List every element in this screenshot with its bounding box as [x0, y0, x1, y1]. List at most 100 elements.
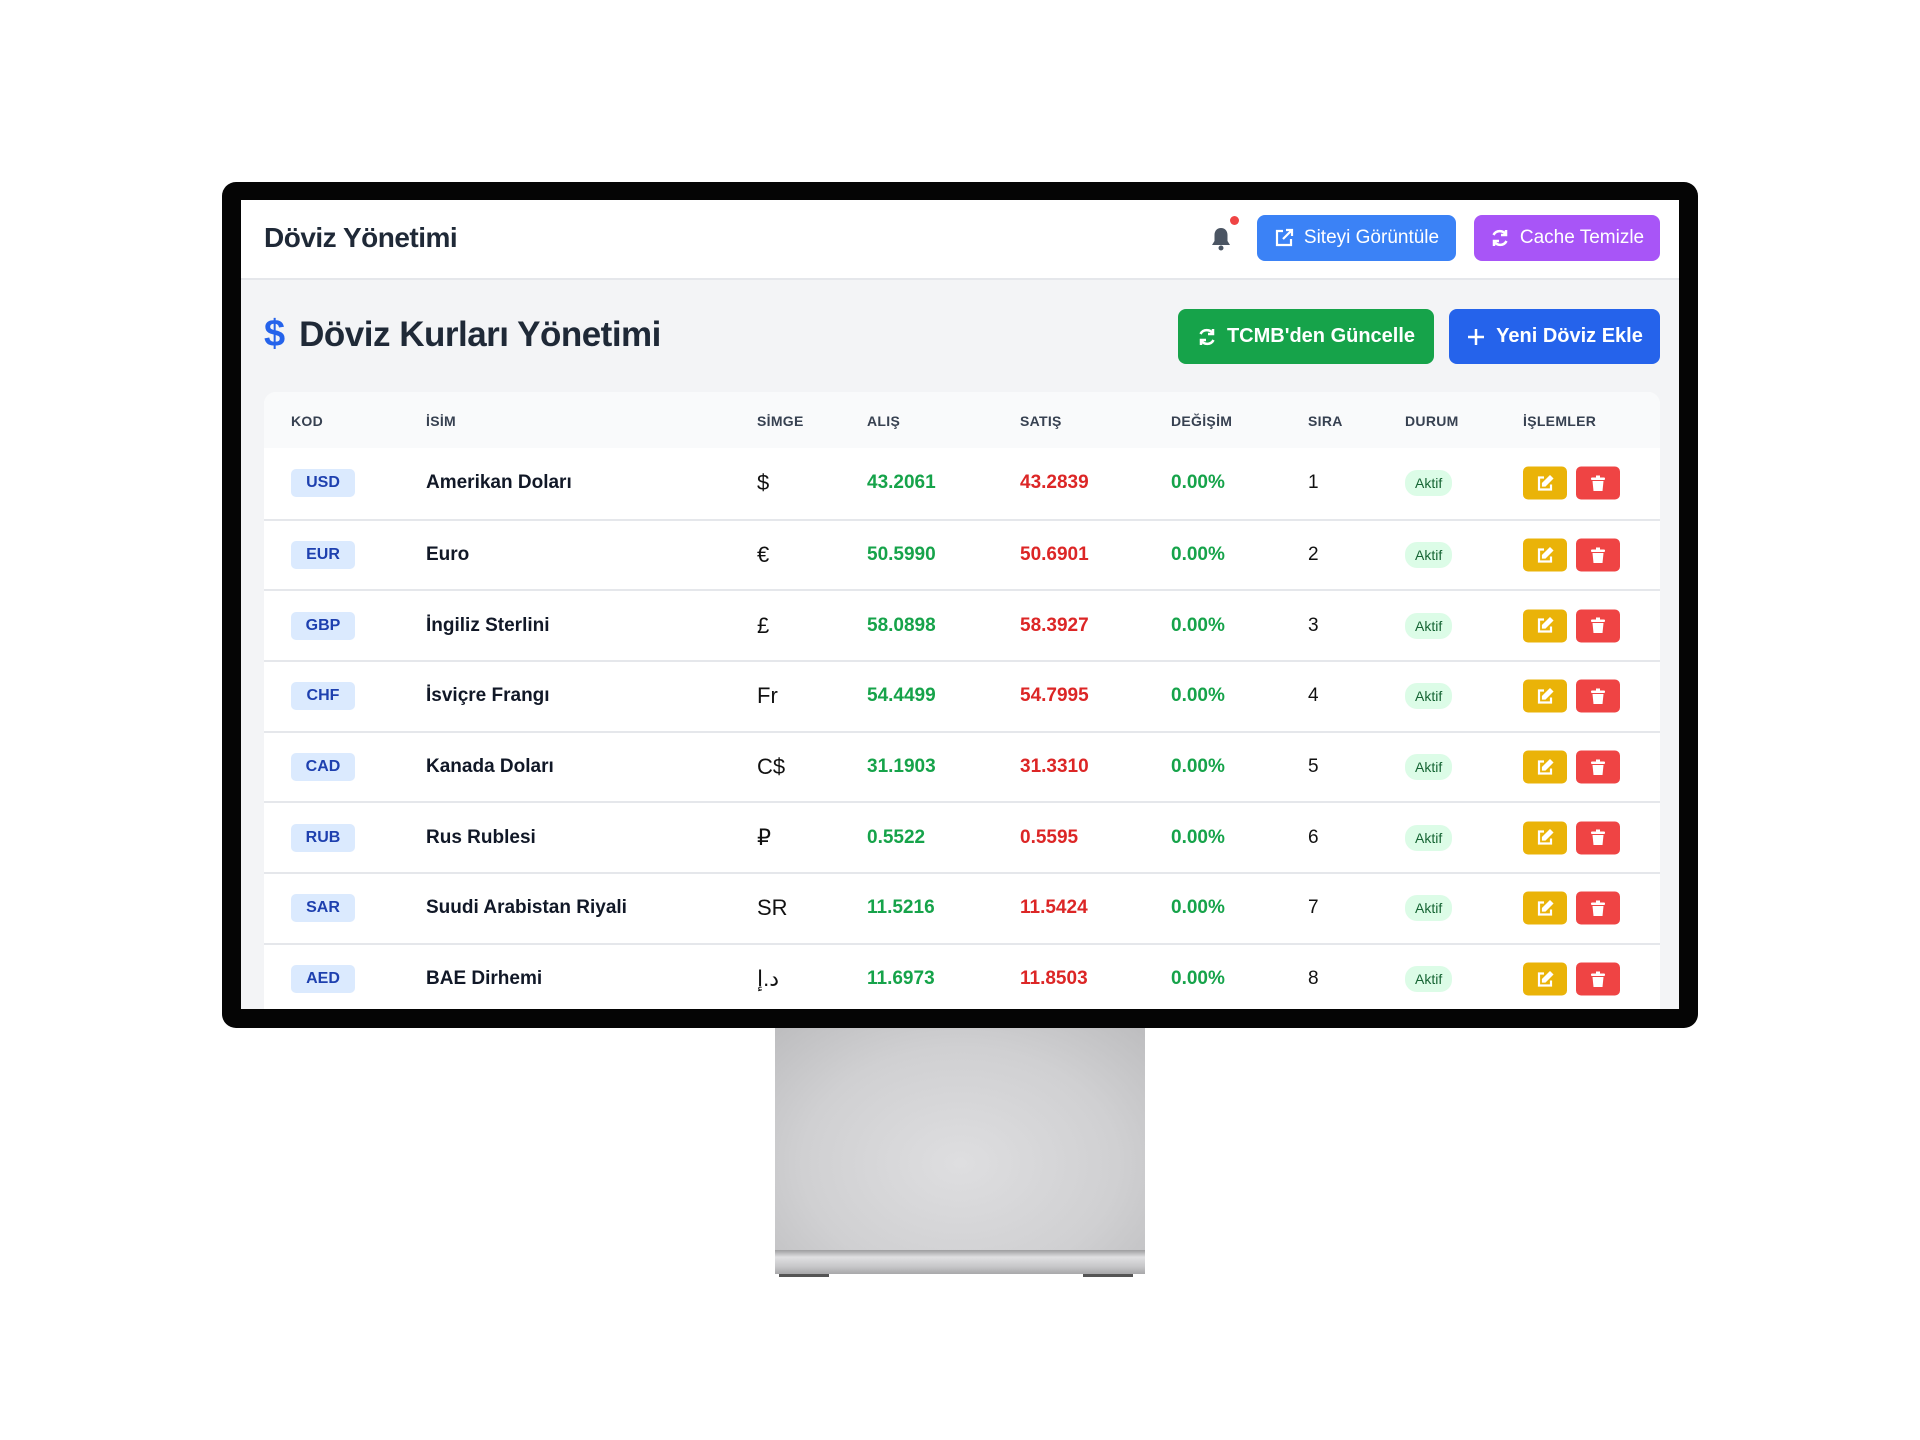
column-header-status[interactable]: DURUM: [1405, 413, 1459, 429]
column-header-symbol[interactable]: SİMGE: [757, 413, 804, 429]
edit-button[interactable]: [1523, 466, 1567, 500]
delete-button[interactable]: [1576, 609, 1620, 643]
currency-code-badge: AED: [291, 965, 355, 994]
table-row: CAD Kanada Doları C$ 31.1903 31.3310 0.0…: [264, 730, 1660, 802]
edit-button[interactable]: [1523, 750, 1567, 784]
edit-icon: [1537, 474, 1554, 491]
status-badge: Aktif: [1405, 895, 1453, 922]
buy-rate: 54.4499: [867, 685, 936, 707]
trash-icon: [1591, 971, 1605, 987]
order-number: 2: [1308, 544, 1319, 566]
column-header-code[interactable]: KOD: [291, 413, 324, 429]
column-header-change[interactable]: DEĞİŞİM: [1171, 413, 1233, 429]
currency-code-badge: CAD: [291, 753, 355, 782]
currency-name: Euro: [426, 544, 470, 566]
trash-icon: [1591, 617, 1605, 634]
trash-icon: [1591, 759, 1605, 775]
sell-rate: 31.3310: [1020, 756, 1089, 778]
table-row: SAR Suudi Arabistan Riyali SR 11.5216 11…: [264, 872, 1660, 943]
sell-rate: 0.5595: [1020, 826, 1079, 848]
dollar-icon: $: [264, 313, 286, 355]
status-badge: Aktif: [1405, 824, 1453, 851]
buy-rate: 0.5522: [867, 826, 926, 848]
currency-code-badge: GBP: [291, 611, 355, 640]
delete-button[interactable]: [1576, 538, 1620, 572]
currency-symbol: ₽: [757, 824, 771, 850]
delete-button[interactable]: [1576, 891, 1620, 925]
plus-icon: [1468, 328, 1485, 345]
table-body: USD Amerikan Doları $ 43.2061 43.2839 0.…: [264, 448, 1660, 1009]
currency-table: KOD İSİM SİMGE ALIŞ SATIŞ DEĞİŞİM SIRA D…: [264, 392, 1660, 1009]
currency-symbol: C$: [757, 754, 786, 780]
delete-button[interactable]: [1576, 750, 1620, 784]
sell-rate: 54.7995: [1020, 685, 1089, 707]
refresh-icon: [1199, 328, 1215, 345]
currency-code-badge: USD: [291, 469, 355, 498]
currency-name: İsviçre Frangı: [426, 685, 550, 707]
edit-button[interactable]: [1523, 891, 1567, 925]
table-row: USD Amerikan Doları $ 43.2061 43.2839 0.…: [264, 448, 1660, 519]
screen: Döviz Yönetimi Siteyi Görüntüle Cache Te…: [241, 200, 1679, 1009]
currency-symbol: د.إ: [757, 966, 780, 992]
currency-name: Suudi Arabistan Riyali: [426, 897, 627, 919]
add-currency-label: Yeni Döviz Ekle: [1496, 325, 1643, 347]
currency-name: Kanada Doları: [426, 756, 554, 778]
column-header-sell[interactable]: SATIŞ: [1020, 413, 1062, 429]
delete-button[interactable]: [1576, 962, 1620, 996]
delete-button[interactable]: [1576, 466, 1620, 500]
edit-icon: [1537, 829, 1554, 845]
table-row: EUR Euro € 50.5990 50.6901 0.00% 2 Aktif: [264, 518, 1660, 590]
column-header-name[interactable]: İSİM: [426, 413, 456, 429]
delete-button[interactable]: [1576, 821, 1620, 855]
currency-code-badge: RUB: [291, 823, 355, 852]
add-currency-button[interactable]: Yeni Döviz Ekle: [1449, 309, 1660, 364]
currency-name: BAE Dirhemi: [426, 968, 543, 990]
sell-rate: 11.8503: [1020, 968, 1088, 990]
table-row: GBP İngiliz Sterlini £ 58.0898 58.3927 0…: [264, 589, 1660, 660]
status-badge: Aktif: [1405, 612, 1453, 639]
bell-icon[interactable]: [1210, 226, 1232, 252]
edit-button[interactable]: [1523, 609, 1567, 643]
change-percent: 0.00%: [1171, 472, 1225, 494]
clear-cache-button[interactable]: Cache Temizle: [1474, 215, 1660, 261]
view-site-button[interactable]: Siteyi Görüntüle: [1257, 215, 1456, 261]
edit-button[interactable]: [1523, 962, 1567, 996]
table-row: CHF İsviçre Frangı Fr 54.4499 54.7995 0.…: [264, 660, 1660, 731]
currency-name: İngiliz Sterlini: [426, 614, 550, 636]
delete-button[interactable]: [1576, 679, 1620, 713]
buy-rate: 11.5216: [867, 897, 935, 919]
edit-icon: [1537, 758, 1554, 775]
currency-code-badge: SAR: [291, 894, 355, 923]
change-percent: 0.00%: [1171, 614, 1225, 636]
edit-button[interactable]: [1523, 821, 1567, 855]
tcmb-update-button[interactable]: TCMB'den Güncelle: [1178, 309, 1434, 364]
change-percent: 0.00%: [1171, 826, 1225, 848]
edit-icon: [1537, 687, 1554, 704]
currency-code-badge: CHF: [291, 682, 355, 711]
trash-icon: [1591, 900, 1605, 916]
clear-cache-label: Cache Temizle: [1519, 227, 1645, 248]
currency-code-badge: EUR: [291, 541, 355, 570]
column-header-buy[interactable]: ALIŞ: [867, 413, 901, 429]
sell-rate: 11.5424: [1020, 897, 1088, 919]
edit-button[interactable]: [1523, 538, 1567, 572]
edit-button[interactable]: [1523, 679, 1567, 713]
view-site-label: Siteyi Görüntüle: [1303, 227, 1440, 248]
app-title: Döviz Yönetimi: [264, 222, 458, 253]
buy-rate: 58.0898: [867, 614, 936, 636]
order-number: 1: [1308, 472, 1319, 494]
change-percent: 0.00%: [1171, 968, 1225, 990]
page-title: $ Döviz Kurları Yönetimi: [264, 313, 661, 356]
edit-icon: [1537, 617, 1554, 633]
status-badge: Aktif: [1405, 542, 1453, 569]
change-percent: 0.00%: [1171, 756, 1225, 778]
external-link-icon: [1275, 228, 1294, 247]
currency-symbol: SR: [757, 895, 788, 921]
change-percent: 0.00%: [1171, 685, 1225, 707]
column-header-order[interactable]: SIRA: [1308, 413, 1343, 429]
table-row: AED BAE Dirhemi د.إ 11.6973 11.8503 0.00…: [264, 942, 1660, 1009]
edit-icon: [1537, 970, 1554, 987]
trash-icon: [1591, 475, 1605, 491]
edit-icon: [1537, 899, 1554, 916]
currency-symbol: £: [757, 612, 770, 638]
